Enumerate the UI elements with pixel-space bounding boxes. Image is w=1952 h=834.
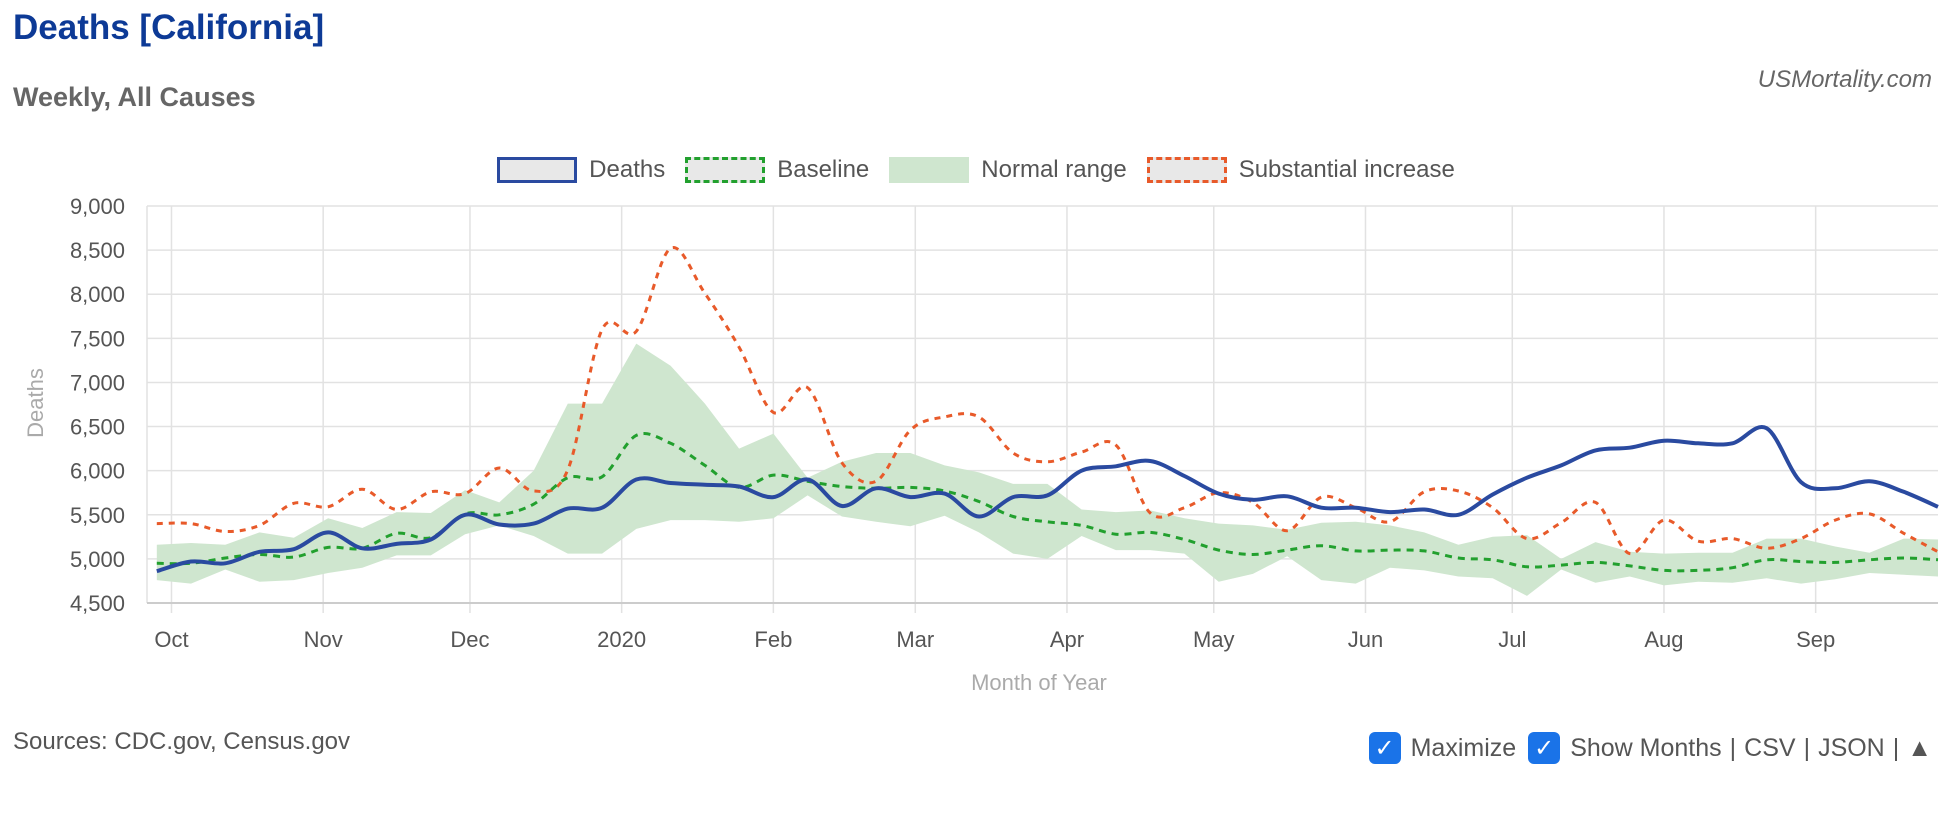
chart-legend: Deaths Baseline Normal range Substantial… [0, 156, 1952, 184]
y-tick-label: 7,500 [70, 326, 125, 351]
substantial-increase-line [156, 246, 1939, 556]
chart-series-lines [156, 246, 1939, 574]
legend-swatch-deaths [497, 157, 578, 183]
json-link[interactable]: JSON [1818, 733, 1885, 762]
legend-swatch-baseline [685, 157, 766, 183]
y-tick-label: 9,000 [70, 194, 125, 219]
y-tick-label: 5,500 [70, 503, 125, 528]
deaths-chart: 4,500 5,000 5,500 6,000 6,500 7,000 7,500 8,000… [23, 194, 1939, 695]
normal-range-band [156, 343, 1938, 596]
legend-swatch-normal-range [889, 157, 970, 183]
separator: | [1729, 733, 1737, 762]
x-tick-label: May [1193, 627, 1235, 652]
y-tick-label: 8,000 [70, 282, 125, 307]
chart-subtitle: Weekly, All Causes [13, 82, 256, 112]
legend-swatch-substantial-increase [1146, 157, 1227, 183]
y-tick-label: 4,500 [70, 591, 125, 616]
y-tick-label: 7,000 [70, 370, 125, 395]
x-tick-label: Jul [1498, 627, 1526, 652]
x-tick-label: Mar [896, 627, 934, 652]
y-axis: 4,500 5,000 5,500 6,000 6,500 7,000 7,500 8,000… [70, 194, 125, 616]
checkmark-icon: ✓ [1534, 734, 1555, 762]
x-tick-label: Aug [1644, 627, 1683, 652]
separator: | [1803, 733, 1811, 762]
show-months-checkbox[interactable]: ✓ [1528, 732, 1561, 764]
baseline-line [156, 432, 1939, 573]
legend-item-deaths[interactable]: Deaths [497, 156, 665, 184]
legend-item-baseline[interactable]: Baseline [685, 156, 869, 184]
y-tick-label: 6,000 [70, 459, 125, 484]
maximize-label[interactable]: Maximize [1410, 733, 1517, 762]
y-tick-label: 8,500 [70, 238, 125, 263]
separator: | [1892, 733, 1900, 762]
x-axis: Oct Nov Dec 2020 Feb Mar Apr May Jun Jul Aug Sep [154, 627, 1835, 652]
show-months-label[interactable]: Show Months [1570, 733, 1722, 762]
x-axis-label: Month of Year [971, 670, 1107, 695]
x-tick-label: Sep [1796, 627, 1835, 652]
x-tick-label: Dec [450, 627, 489, 652]
site-credit: USMortality.com [1757, 66, 1932, 93]
legend-label-normal-range: Normal range [981, 156, 1127, 183]
y-axis-label: Deaths [23, 368, 48, 438]
legend-item-normal-range[interactable]: Normal range [889, 156, 1127, 184]
scroll-top-icon[interactable]: ▲ [1907, 733, 1932, 762]
x-tick-label: Oct [154, 627, 188, 652]
x-tick-label: Nov [304, 627, 343, 652]
legend-label-baseline: Baseline [777, 156, 870, 183]
legend-item-substantial-increase[interactable]: Substantial increase [1146, 156, 1455, 184]
y-tick-label: 6,500 [70, 415, 125, 440]
x-tick-label: Apr [1050, 627, 1084, 652]
legend-label-substantial-increase: Substantial increase [1238, 156, 1455, 183]
legend-label-deaths: Deaths [589, 156, 666, 183]
x-tick-label: 2020 [597, 627, 646, 652]
csv-link[interactable]: CSV [1744, 733, 1796, 762]
y-tick-label: 5,000 [70, 547, 125, 572]
chart-controls: ✓ Maximize ✓ Show Months | CSV | JSON | … [1368, 732, 1932, 764]
sources-note: Sources: CDC.gov, Census.gov [13, 728, 351, 755]
maximize-checkbox[interactable]: ✓ [1368, 732, 1401, 764]
x-tick-label: Feb [754, 627, 792, 652]
normal-range-area [156, 343, 1938, 596]
x-tick-label: Jun [1348, 627, 1383, 652]
chart-title: Deaths [California] [13, 8, 325, 47]
checkmark-icon: ✓ [1374, 734, 1395, 762]
deaths-line [156, 425, 1939, 574]
